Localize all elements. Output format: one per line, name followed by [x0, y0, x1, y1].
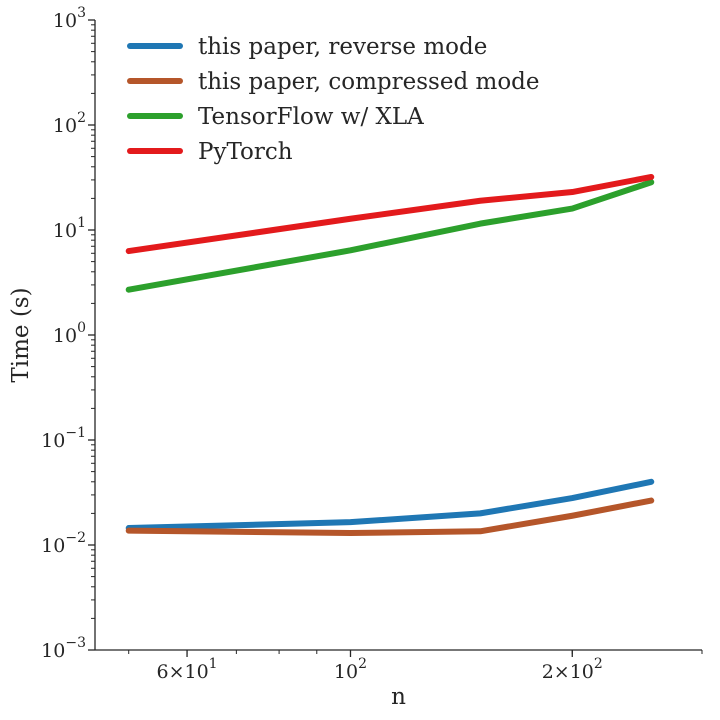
x-tick-exponent: 2 — [594, 656, 603, 672]
legend-label-3: PyTorch — [198, 139, 293, 165]
y-tick-base: 10 — [41, 535, 65, 557]
y-tick-exponent: 0 — [77, 320, 86, 336]
y-tick-base: 10 — [53, 115, 77, 137]
y-tick-label: 103 — [53, 5, 86, 32]
legend: this paper, reverse mode this paper, comp… — [127, 34, 540, 165]
y-tick-base: 10 — [53, 10, 77, 32]
y-tick-label: 101 — [53, 215, 86, 242]
legend-label-0: this paper, reverse mode — [198, 34, 487, 60]
y-tick-base: 10 — [53, 325, 77, 347]
x-tick-times: × — [169, 661, 185, 683]
series-line-1 — [125, 497, 655, 537]
y-tick-label: 100 — [53, 320, 86, 347]
x-axis-label: n — [391, 684, 406, 710]
series-line-2 — [125, 179, 655, 293]
series-layer — [125, 173, 655, 537]
x-tick-labels: 6×101 102 2×102 — [156, 656, 602, 683]
y-tick-exponent: 2 — [77, 110, 86, 126]
y-tick-label: 10−1 — [41, 425, 86, 452]
x-tick-label: 102 — [334, 656, 367, 683]
y-tick-exponent: 1 — [77, 215, 86, 231]
legend-label-2: TensorFlow w/ XLA — [198, 104, 424, 130]
y-tick-exponent: −1 — [65, 425, 86, 441]
x-tick-label: 2×102 — [542, 656, 603, 683]
series-line-0 — [125, 478, 655, 532]
y-tick-exponent: −3 — [65, 635, 86, 651]
major-ticks — [88, 19, 573, 657]
y-tick-base: 10 — [53, 220, 77, 242]
x-tick-times: × — [554, 661, 570, 683]
y-axis-label: Time (s) — [8, 287, 34, 382]
x-tick-label: 6×101 — [156, 656, 217, 683]
x-tick-exponent: 2 — [358, 656, 367, 672]
x-tick-base: 10 — [184, 661, 208, 683]
minor-ticks — [91, 24, 703, 654]
y-tick-exponent: 3 — [77, 5, 86, 21]
y-tick-label: 102 — [53, 110, 86, 137]
x-tick-base: 10 — [334, 661, 358, 683]
x-tick-mantissa: 6 — [156, 661, 168, 683]
legend-label-1: this paper, compressed mode — [198, 69, 540, 95]
y-tick-label: 10−2 — [41, 530, 86, 557]
y-tick-base: 10 — [41, 430, 65, 452]
x-tick-base: 10 — [570, 661, 594, 683]
y-tick-label: 10−3 — [41, 635, 86, 662]
y-tick-exponent: −2 — [65, 530, 86, 546]
x-tick-mantissa: 2 — [542, 661, 554, 683]
x-tick-exponent: 1 — [209, 656, 218, 672]
series-line-3 — [125, 173, 655, 255]
y-tick-base: 10 — [41, 640, 65, 662]
